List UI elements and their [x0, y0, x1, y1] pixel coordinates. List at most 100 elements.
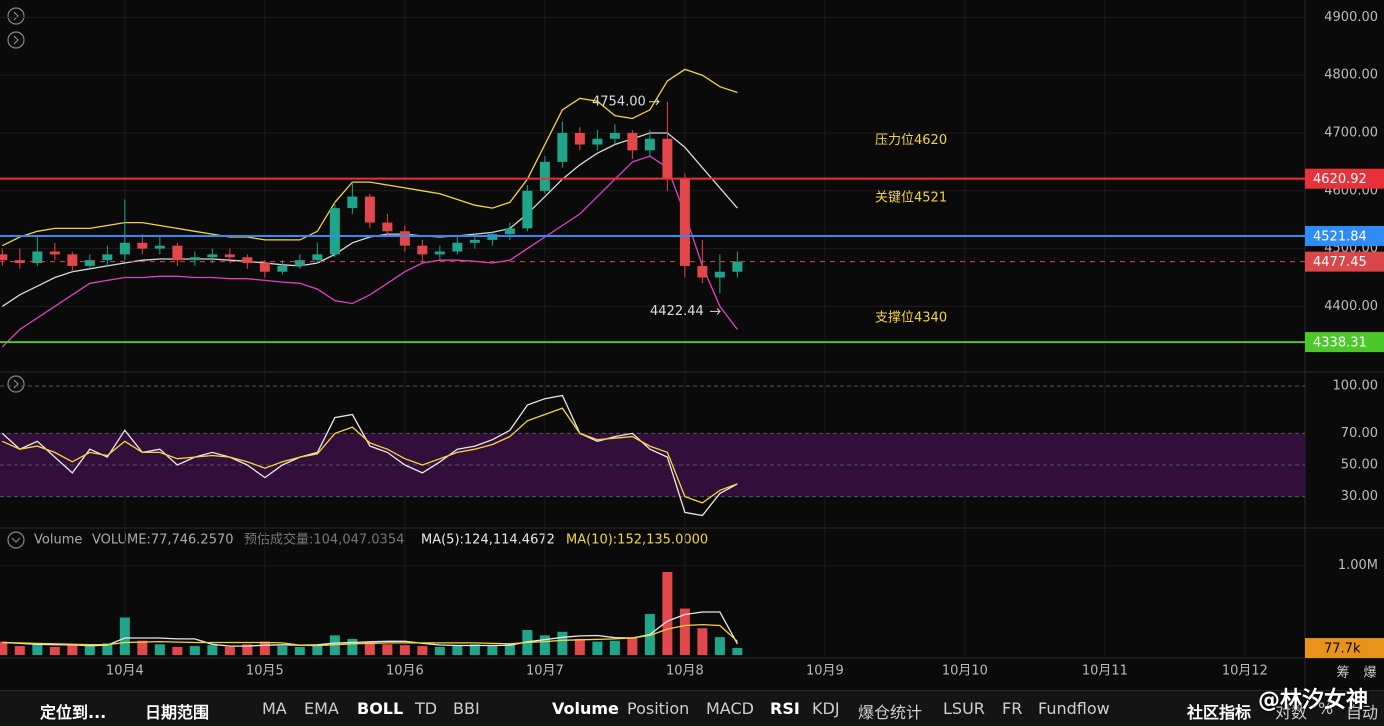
- candle-body: [469, 239, 480, 243]
- candle-body: [242, 257, 253, 264]
- volume-bar: [574, 638, 585, 655]
- price-label: 4338.31: [1313, 336, 1367, 351]
- corner-label[interactable]: 筹: [1336, 665, 1349, 681]
- annotation-arrow: [710, 308, 721, 315]
- x-tick-label: 10月8: [666, 664, 704, 679]
- volume-bar: [84, 646, 95, 655]
- volume-bar: [277, 646, 288, 655]
- candle-body: [732, 261, 743, 272]
- toolbar-item[interactable]: 爆仓统计: [858, 703, 923, 722]
- volume-bar: [119, 617, 130, 655]
- volume-estimate: 预估成交量:104,047.0354: [244, 532, 404, 548]
- toolbar-item[interactable]: RSI: [770, 699, 800, 718]
- candle-body: [574, 132, 585, 145]
- price-annotation: 4422.44: [650, 304, 704, 319]
- watermark: @林汐女神: [1258, 688, 1369, 713]
- x-tick-label: 10月4: [106, 664, 144, 679]
- toolbar-item[interactable]: BBI: [453, 699, 480, 718]
- volume-bar: [67, 645, 78, 655]
- price-label: 4620.92: [1313, 172, 1367, 187]
- level-annotation: 压力位4620: [875, 133, 947, 148]
- x-tick-label: 10月6: [386, 664, 424, 679]
- volume-bar: [154, 644, 165, 655]
- price-annotation: 4754.00: [592, 94, 646, 109]
- volume-bar: [434, 646, 445, 655]
- candle-body: [417, 245, 428, 255]
- volume-ma10: MA(10):152,135.0000: [566, 533, 708, 548]
- toolbar-item[interactable]: %: [1318, 699, 1334, 718]
- y-tick-label: 4700.00: [1324, 125, 1378, 140]
- toolbar-item[interactable]: Fundflow: [1038, 699, 1110, 718]
- background: [0, 0, 1384, 690]
- candle-body: [364, 196, 375, 223]
- candle-body: [487, 234, 498, 240]
- toolbar-item[interactable]: 社区指标: [1187, 703, 1252, 722]
- candle-body: [84, 260, 95, 266]
- candle-body: [49, 251, 60, 255]
- toolbar: 定位到... 日期范围 MA EMA BOLL TD BBI Volume Position MA…: [0, 690, 1384, 726]
- candle-body: [0, 254, 8, 261]
- toolbar-item[interactable]: 对数: [1275, 703, 1308, 722]
- volume-bar: [679, 608, 690, 655]
- toolbar-item[interactable]: MA: [262, 699, 287, 718]
- toolbar-item[interactable]: BOLL: [357, 699, 404, 718]
- toolbar-item[interactable]: MACD: [706, 699, 754, 718]
- toolbar-item[interactable]: EMA: [304, 699, 339, 718]
- volume-bar: [417, 646, 428, 655]
- candle-body: [32, 251, 43, 264]
- y-tick-label: 100.00: [1333, 379, 1379, 394]
- price-label-box: [1305, 332, 1384, 353]
- volume-bar: [452, 645, 463, 655]
- toolbar-item[interactable]: KDJ: [812, 699, 840, 718]
- volume-bar: [207, 645, 218, 655]
- toolbar-item[interactable]: 日期范围: [145, 703, 210, 722]
- toolbar-item[interactable]: Volume: [552, 699, 619, 718]
- toolbar-item[interactable]: Position: [627, 699, 690, 718]
- volume-bar: [557, 631, 568, 655]
- x-tick-label: 10月12: [1222, 664, 1268, 679]
- volume-bar: [399, 645, 410, 655]
- volume-bar: [714, 637, 725, 655]
- volume-title: Volume: [34, 533, 82, 548]
- toolbar-item[interactable]: 定位到...: [40, 703, 107, 722]
- volume-bar: [224, 646, 235, 655]
- toolbar-item[interactable]: 自动: [1346, 703, 1379, 722]
- y-tick-label: 4800.00: [1324, 68, 1378, 83]
- candle-body: [434, 251, 445, 255]
- toolbar-item[interactable]: FR: [1002, 699, 1023, 718]
- panel-toggles[interactable]: [7, 7, 25, 549]
- candle-body: [67, 254, 78, 266]
- candle-body: [259, 263, 270, 272]
- chart: Volume VOLUME:77,746.2570 预估成交量:104,047.…: [0, 0, 1384, 690]
- series-line: [2, 407, 738, 504]
- y-tick-label: 4900.00: [1324, 10, 1378, 25]
- toolbar-item[interactable]: LSUR: [943, 699, 985, 718]
- volume-bar: [312, 645, 323, 655]
- corner-label[interactable]: 爆: [1363, 666, 1376, 681]
- x-tick-label: 10月11: [1082, 664, 1128, 679]
- volume-bar: [662, 571, 673, 655]
- candle-body: [539, 161, 550, 191]
- volume-bar: [364, 642, 375, 655]
- volume-bar: [504, 643, 515, 655]
- volume-bar: [14, 646, 25, 655]
- series-line: [1, 394, 738, 517]
- candle-body: [172, 245, 183, 261]
- candle-body: [522, 190, 533, 229]
- volume-bar: [49, 646, 60, 655]
- candle-body: [224, 254, 235, 258]
- candle-body: [452, 242, 463, 252]
- volume-bar: [189, 646, 200, 655]
- price-label: 4477.45: [1313, 255, 1367, 270]
- y-tick-label: 70.00: [1341, 426, 1378, 441]
- candle-body: [154, 245, 165, 249]
- volume-bar: [102, 643, 113, 655]
- candle-body: [312, 254, 323, 261]
- candle-body: [644, 138, 655, 151]
- volume-bar: [627, 637, 638, 655]
- candle-body: [102, 254, 113, 261]
- y-tick-label: 4400.00: [1324, 299, 1378, 314]
- level-annotation: 关键位4521: [875, 190, 947, 205]
- toolbar-item[interactable]: TD: [415, 699, 438, 718]
